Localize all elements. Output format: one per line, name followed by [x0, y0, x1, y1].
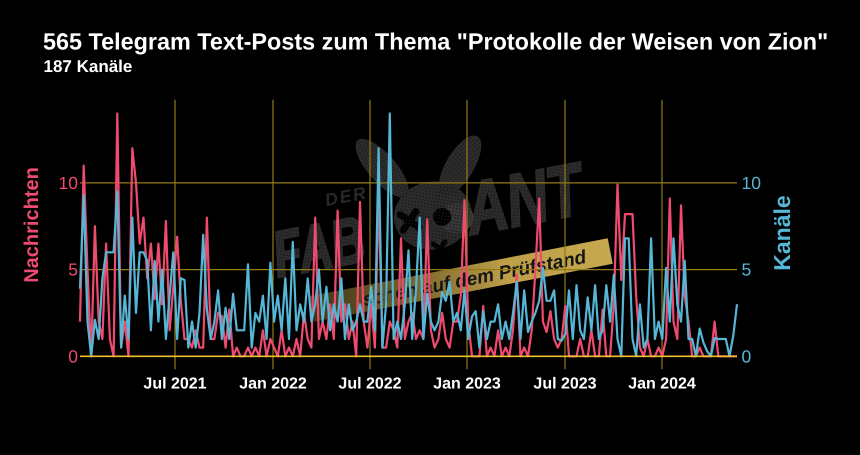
svg-text:10: 10: [59, 173, 79, 193]
svg-text:Nachrichten: Nachrichten: [21, 167, 43, 283]
svg-text:0: 0: [742, 346, 752, 366]
svg-text:FAB: FAB: [267, 202, 371, 291]
svg-text:Jul 2023: Jul 2023: [533, 376, 596, 393]
svg-text:187 Kanäle: 187 Kanäle: [44, 57, 133, 76]
svg-text:Jul 2022: Jul 2022: [338, 376, 401, 393]
svg-text:5: 5: [68, 260, 78, 280]
svg-text:Jul 2021: Jul 2021: [143, 376, 206, 393]
svg-text:Jan 2022: Jan 2022: [239, 376, 307, 393]
svg-text:Kanäle: Kanäle: [769, 195, 795, 270]
svg-text:5: 5: [742, 260, 752, 280]
svg-text:565 Telegram Text-Posts zum Th: 565 Telegram Text-Posts zum Thema "Proto…: [43, 29, 828, 55]
svg-text:0: 0: [68, 346, 78, 366]
svg-text:Jan 2024: Jan 2024: [628, 376, 696, 393]
svg-text:Jan 2023: Jan 2023: [433, 376, 501, 393]
svg-text:10: 10: [742, 173, 762, 193]
